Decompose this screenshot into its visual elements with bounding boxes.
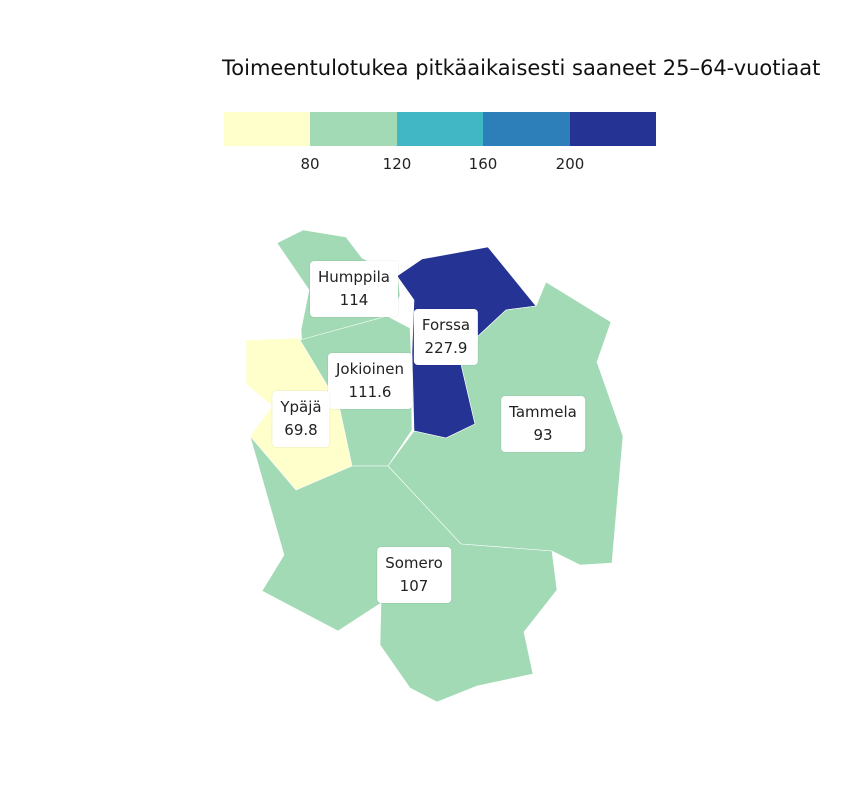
label-forssa-value: 227.9 bbox=[424, 339, 468, 357]
map-title: Toimeentulotukea pitkäaikaisesti saaneet… bbox=[222, 56, 821, 80]
label-jokioinen: Jokioinen 111.6 bbox=[327, 353, 413, 409]
label-humppila-value: 114 bbox=[339, 291, 369, 309]
label-tammela-value: 93 bbox=[533, 426, 553, 444]
label-jokioinen-name: Jokioinen bbox=[335, 360, 405, 378]
label-humppila-name: Humppila bbox=[318, 268, 390, 286]
legend-tick-160: 160 bbox=[468, 155, 498, 173]
label-tammela-name: Tammela bbox=[509, 403, 577, 421]
label-ypaja-value: 69.8 bbox=[284, 421, 318, 439]
label-forssa: Forssa 227.9 bbox=[413, 309, 479, 365]
label-somero-name: Somero bbox=[385, 554, 443, 572]
legend-tick-200: 200 bbox=[555, 155, 585, 173]
label-forssa-name: Forssa bbox=[421, 316, 471, 334]
label-tammela: Tammela 93 bbox=[501, 396, 585, 452]
legend-swatch-4 bbox=[483, 112, 570, 146]
label-somero-value: 107 bbox=[399, 577, 429, 595]
legend-tick-120: 120 bbox=[382, 155, 412, 173]
legend-swatch-2 bbox=[310, 112, 397, 146]
legend-swatch-5 bbox=[569, 112, 657, 146]
color-legend bbox=[224, 112, 657, 146]
label-ypaja: Ypäjä 69.8 bbox=[272, 391, 330, 447]
label-humppila: Humppila 114 bbox=[310, 261, 398, 317]
label-ypaja-name: Ypäjä bbox=[280, 398, 322, 416]
legend-swatch-3 bbox=[396, 112, 484, 146]
legend-tick-80: 80 bbox=[300, 155, 320, 173]
label-somero: Somero 107 bbox=[377, 547, 451, 603]
label-jokioinen-value: 111.6 bbox=[348, 383, 392, 401]
legend-swatch-1 bbox=[224, 112, 311, 146]
